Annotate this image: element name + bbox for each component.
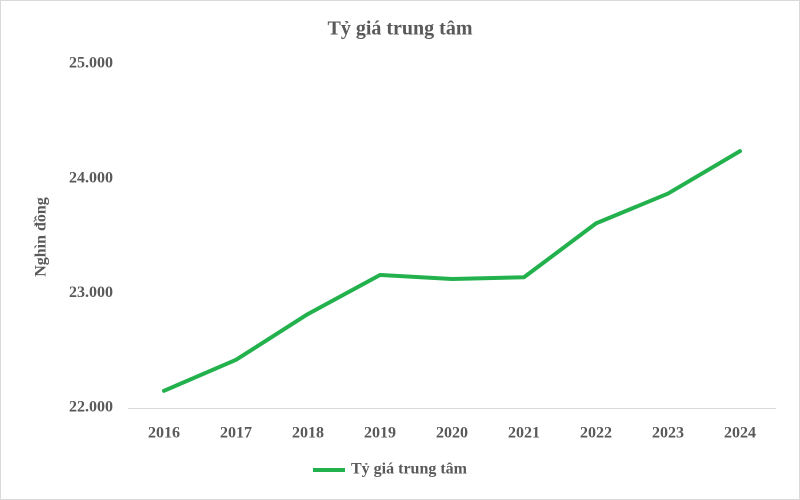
- y-tick-label: 23.000: [69, 284, 113, 301]
- chart-title: Tỷ giá trung tâm: [328, 18, 473, 40]
- x-tick-label: 2020: [436, 425, 468, 442]
- y-tick-label: 22.000: [69, 399, 113, 416]
- legend-label: Tỷ giá trung tâm: [351, 461, 468, 478]
- x-tick-label: 2018: [292, 425, 324, 442]
- x-tick-label: 2017: [220, 425, 252, 442]
- x-tick-label: 2021: [508, 425, 540, 442]
- y-axis-label: Nghìn đồng: [33, 197, 50, 277]
- y-tick-label: 24.000: [69, 169, 113, 186]
- data-line: [162, 149, 742, 393]
- x-tick-label: 2024: [724, 425, 756, 442]
- y-tick-label: 25.000: [69, 55, 113, 72]
- x-tick-label: 2022: [580, 425, 612, 442]
- x-tick-label: 2023: [652, 425, 684, 442]
- x-tick-label: 2019: [364, 425, 396, 442]
- x-tick-label: 2016: [148, 425, 180, 442]
